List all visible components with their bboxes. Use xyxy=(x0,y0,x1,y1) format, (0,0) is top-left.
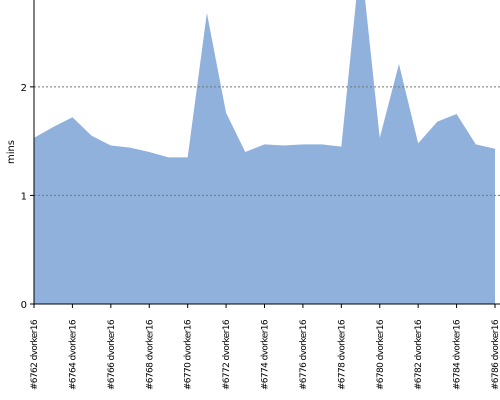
x-tick-label: #6766 dvorker16 xyxy=(107,319,117,390)
x-tick-label: #6768 dvorker16 xyxy=(145,319,155,390)
x-tick-label: #6770 dvorker16 xyxy=(184,319,194,390)
x-tick-label: #6762 dvorker16 xyxy=(30,319,40,390)
x-tick-label: #6786 dvorker16 xyxy=(491,319,500,390)
x-tick-label: #6764 dvorker16 xyxy=(68,319,78,390)
x-tick-label: #6772 dvorker16 xyxy=(222,319,232,390)
y-axis-label: mins xyxy=(6,140,17,164)
x-tick-label: #6774 dvorker16 xyxy=(261,319,271,390)
x-tick-label: #6784 dvorker16 xyxy=(453,319,463,390)
x-tick-label: #6780 dvorker16 xyxy=(376,319,386,390)
x-tick-label: #6782 dvorker16 xyxy=(414,319,424,390)
y-tick-label: 0 xyxy=(21,300,27,311)
y-tick-label: 2 xyxy=(21,83,27,94)
area xyxy=(34,0,495,304)
y-tick-label: 1 xyxy=(21,191,27,202)
x-tick-label: #6778 dvorker16 xyxy=(337,319,347,390)
x-tick-label: #6776 dvorker16 xyxy=(299,319,309,390)
